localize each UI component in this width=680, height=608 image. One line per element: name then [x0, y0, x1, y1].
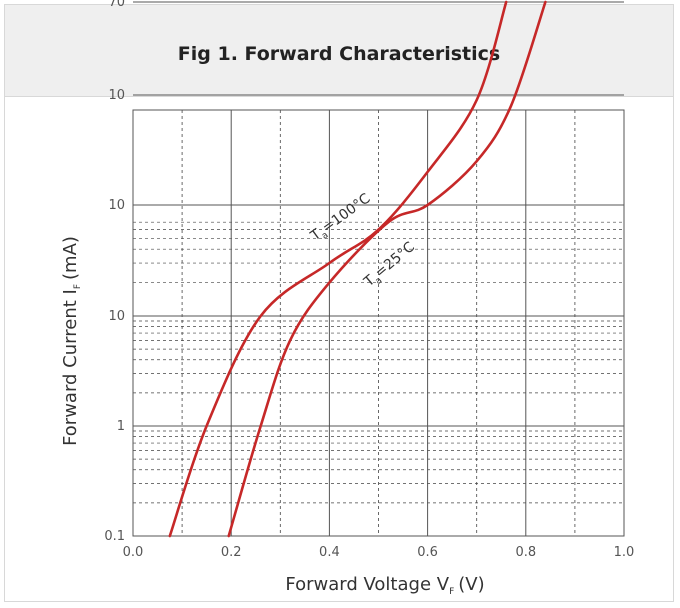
grid [132, 1, 625, 537]
y-tick-labels: 0.1 1 10 10 10 70 [104, 0, 125, 544]
x-tick-label: 0.4 [319, 545, 340, 560]
y-tick-label: 70 [108, 0, 125, 10]
x-tick-label: 0.0 [123, 545, 144, 560]
chart-panel: Fig 1. Forward Characteristics [4, 4, 674, 602]
series-lines [168, 0, 547, 538]
y-tick-label: 0.1 [104, 529, 125, 544]
x-tick-label: 1.0 [614, 545, 635, 560]
series-line-ta-25 [227, 0, 547, 538]
plot-border [132, 109, 625, 537]
x-tick-label: 0.8 [515, 545, 536, 560]
x-axis-title: Forward Voltage VF (V) [285, 574, 484, 597]
series-line-ta-100 [168, 0, 508, 538]
x-tick-label: 0.6 [417, 545, 438, 560]
y-axis-title-unit: (mA) [60, 236, 81, 280]
x-tick-labels: 0.0 0.2 0.4 0.6 0.8 1.0 [123, 545, 635, 560]
x-axis-title-main: Forward Voltage V [285, 574, 449, 595]
chart-title: Fig 1. Forward Characteristics [177, 42, 501, 65]
x-axis-title-sub: F [449, 587, 454, 597]
y-tick-label: 1 [117, 419, 125, 434]
y-axis-title: Forward Current IF (mA) [60, 236, 83, 446]
x-axis-title-unit: (V) [458, 574, 484, 595]
y-tick-label: 10 [108, 309, 125, 324]
series-label-ta-25: Ta=25°C [361, 239, 420, 293]
x-tick-label: 0.2 [221, 545, 242, 560]
y-axis-title-sub: F [73, 284, 83, 289]
chart-header: Fig 1. Forward Characteristics [5, 5, 673, 97]
y-tick-label: 10 [108, 88, 125, 103]
y-tick-label: 10 [108, 198, 125, 213]
y-axis-title-main: Forward Current I [60, 289, 81, 446]
